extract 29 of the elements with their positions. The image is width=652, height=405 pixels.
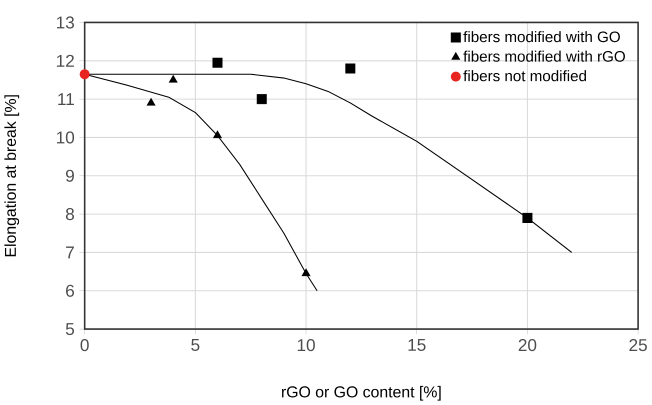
- y-tick-label: 7: [66, 246, 74, 258]
- y-tick-label: 6: [66, 284, 74, 297]
- point: [212, 58, 222, 68]
- point: [302, 268, 310, 276]
- y-tick-label: 5: [66, 323, 74, 336]
- point: [522, 212, 532, 223]
- legend-label: fibers modified with GO: [463, 31, 620, 42]
- y-axis-title: Elongation at break [%]: [4, 95, 20, 256]
- point: [345, 63, 356, 74]
- x-tick-label: 15: [408, 339, 426, 351]
- legend-label: fibers not modified: [463, 70, 586, 82]
- point: [146, 98, 156, 106]
- point: [256, 94, 267, 104]
- y-tick-label: 13: [56, 16, 74, 29]
- x-axis-title: rGO or GO content [%]: [282, 386, 441, 401]
- legend-label: fibers modified with rGO: [463, 50, 625, 62]
- point: [168, 74, 178, 83]
- x-tick-label: 25: [629, 339, 647, 352]
- y-tick-label: 11: [58, 93, 74, 106]
- y-tick-label: 9: [66, 170, 74, 182]
- x-tick-label: 20: [518, 339, 536, 352]
- x-tick-label: 5: [191, 339, 200, 351]
- point: [213, 130, 222, 138]
- x-tick-label: 0: [80, 339, 89, 352]
- y-tick-label: 12: [56, 54, 74, 67]
- y-tick-label: 8: [66, 208, 74, 220]
- point: [80, 69, 90, 80]
- y-tick-label: 10: [56, 131, 74, 144]
- x-tick-label: 10: [298, 339, 315, 352]
